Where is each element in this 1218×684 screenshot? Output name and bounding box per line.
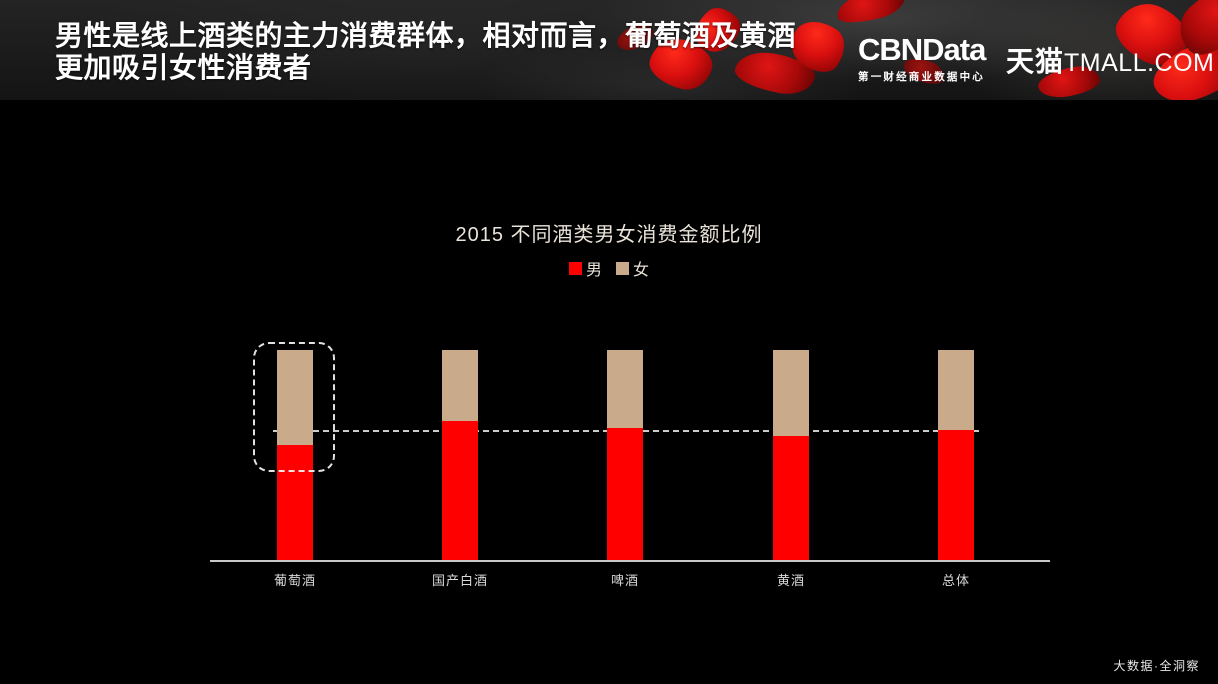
legend-swatch-icon [616, 261, 629, 275]
slide-title: 男性是线上酒类的主力消费群体，相对而言，葡萄酒及黄酒 更加吸引女性消费者 [55, 20, 796, 84]
legend-label: 男 [585, 262, 602, 279]
bar-segment-female [277, 350, 313, 445]
bar-葡萄酒 [277, 350, 313, 560]
legend-item-男: 男 [568, 256, 602, 280]
legend-label: 女 [633, 262, 650, 279]
tmall-logo-cn: 天猫 [1006, 46, 1065, 77]
bar-segment-male [607, 427, 643, 560]
tmall-logo-en: TMALL.COM [1064, 49, 1215, 77]
chart-title: 2015 不同酒类男女消费金额比例 [455, 224, 763, 246]
cbndata-subtitle: 第一财经商业数据中心 [858, 71, 985, 83]
slide-title-line2: 更加吸引女性消费者 [55, 52, 312, 83]
bar-segment-female [442, 350, 478, 422]
highlight-box [253, 342, 335, 472]
plot-area: 葡萄酒 国产白酒 啤酒 黄酒 总体 [210, 350, 1050, 588]
bar-总体 [938, 350, 974, 560]
slide-title-line1: 男性是线上酒类的主力消费群体，相对而言，葡萄酒及黄酒 [55, 20, 797, 51]
bar-segment-female [607, 350, 643, 428]
axis-label-葡萄酒: 葡萄酒 [273, 573, 316, 588]
cbndata-logo-text: CBNData [858, 32, 986, 67]
watermark: 大数据·全洞察 [1113, 659, 1200, 673]
header-banner: 男性是线上酒类的主力消费群体，相对而言，葡萄酒及黄酒 更加吸引女性消费者 CBN… [0, 0, 1218, 100]
axis-label-国产白酒: 国产白酒 [431, 573, 488, 588]
bar-segment-female [938, 350, 974, 430]
bar-国产白酒 [442, 350, 478, 560]
legend-item-女: 女 [616, 256, 649, 280]
axis-label-总体: 总体 [941, 573, 970, 588]
bar-黄酒 [773, 350, 809, 560]
tmall-logo: 天猫 TMALL.COM [1006, 40, 1214, 80]
bar-segment-female [773, 350, 809, 437]
axis-label-黄酒: 黄酒 [776, 573, 805, 588]
chart-legend: 男女 [0, 256, 1218, 280]
bar-segment-male [938, 429, 974, 560]
rose-petal-icon [833, 0, 909, 29]
cbndata-logo: CBNData 第一财经商业数据中心 [858, 32, 986, 84]
bar-啤酒 [607, 350, 643, 560]
legend-swatch-icon [568, 261, 582, 275]
axis-label-啤酒: 啤酒 [610, 573, 639, 588]
bar-segment-male [773, 436, 809, 560]
bar-segment-male [277, 444, 313, 560]
bar-segment-male [442, 421, 478, 560]
